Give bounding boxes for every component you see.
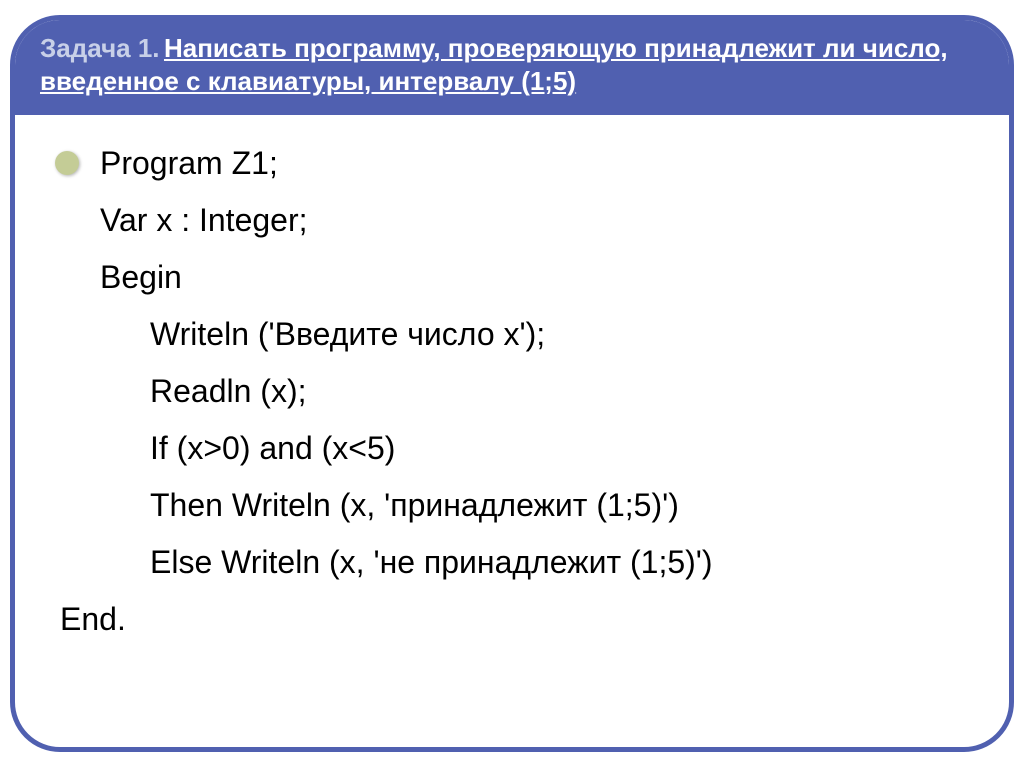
code-area: Program Z1; Var x : Integer; Begin Write… (15, 115, 1009, 668)
code-line-6: If (x>0) and (x<5) (60, 420, 969, 477)
code-line-3: Begin (60, 249, 969, 306)
task-label: Задача 1. (40, 33, 160, 63)
code-line-7: Then Writeln (x, 'принадлежит (1;5)') (60, 477, 969, 534)
task-title: Написать программу, проверяющую принадле… (40, 33, 948, 96)
code-line-9: End. (60, 591, 969, 648)
code-line-1: Program Z1; (60, 135, 969, 192)
code-line-2: Var x : Integer; (60, 192, 969, 249)
slide-container: Задача 1. Написать программу, проверяющу… (10, 15, 1014, 752)
bullet-icon (55, 151, 79, 175)
code-line-8: Else Writeln (x, 'не принадлежит (1;5)') (60, 534, 969, 591)
code-line-5: Readln (x); (60, 363, 969, 420)
header-bar: Задача 1. Написать программу, проверяющу… (15, 20, 1009, 115)
code-line-4: Writeln ('Введите число x'); (60, 306, 969, 363)
